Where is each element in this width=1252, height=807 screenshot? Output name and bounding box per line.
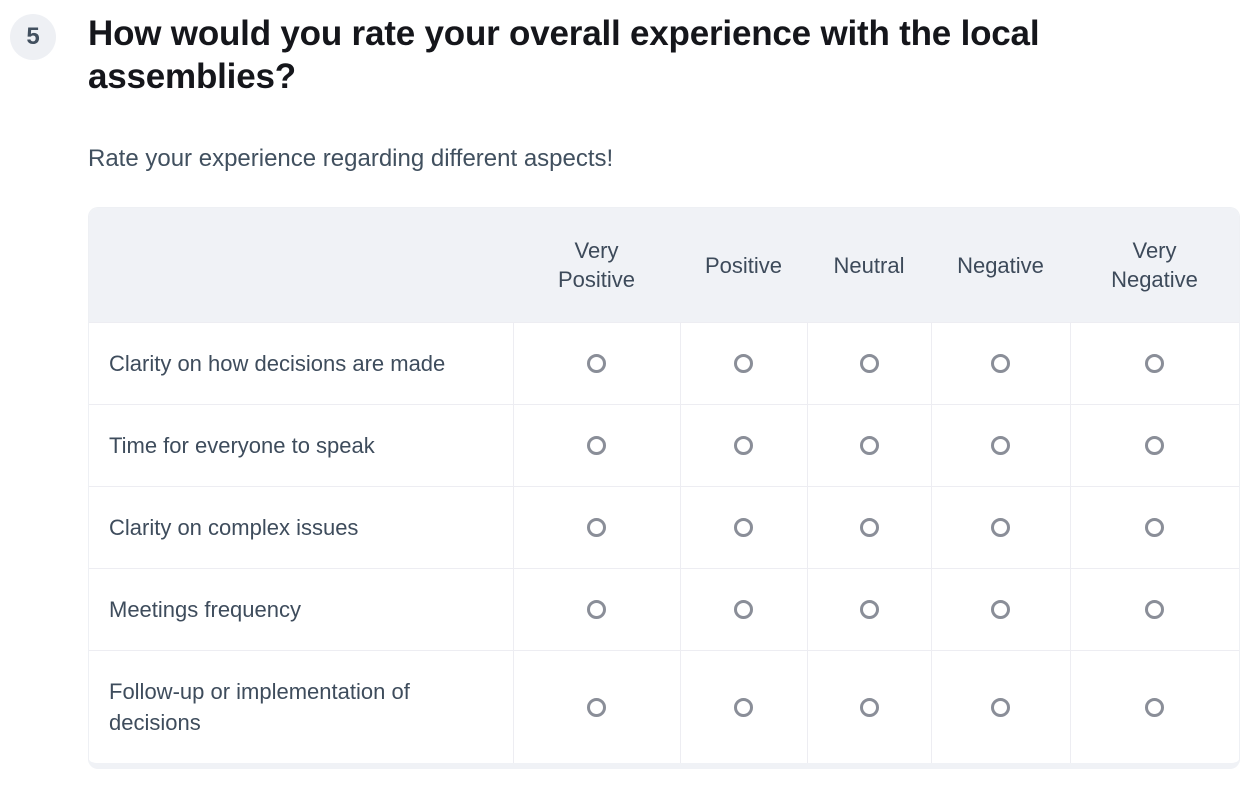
row-label: Clarity on how decisions are made xyxy=(89,322,513,405)
matrix-row-complex-issues: Clarity on complex issues xyxy=(89,486,1239,569)
radio-row5-very-positive[interactable] xyxy=(587,697,606,717)
row-label: Meetings frequency xyxy=(89,568,513,651)
radio-row3-negative[interactable] xyxy=(991,518,1010,537)
radio-row1-negative[interactable] xyxy=(991,354,1010,373)
radio-row4-very-negative[interactable] xyxy=(1145,600,1165,619)
radio-row3-positive[interactable] xyxy=(734,518,753,537)
radio-row4-positive[interactable] xyxy=(734,600,753,619)
radio-row3-very-positive[interactable] xyxy=(587,518,606,537)
radio-row1-neutral[interactable] xyxy=(859,354,879,373)
radio-row1-very-negative[interactable] xyxy=(1145,354,1165,373)
matrix-row-meetings-frequency: Meetings frequency xyxy=(89,568,1239,651)
radio-row3-very-negative[interactable] xyxy=(1145,518,1165,537)
rating-matrix: Very Positive Positive Neutral Negative … xyxy=(88,207,1240,769)
radio-row2-neutral[interactable] xyxy=(859,436,879,455)
matrix-corner-cell xyxy=(89,208,513,323)
column-header-positive: Positive xyxy=(680,208,807,323)
row-label: Follow-up or implementation of decisions xyxy=(89,650,513,763)
radio-row5-neutral[interactable] xyxy=(859,697,879,717)
radio-row1-positive[interactable] xyxy=(734,354,753,373)
radio-row5-negative[interactable] xyxy=(991,697,1010,717)
radio-row1-very-positive[interactable] xyxy=(587,354,606,373)
radio-row2-very-negative[interactable] xyxy=(1145,436,1165,455)
radio-row4-neutral[interactable] xyxy=(859,600,879,619)
column-header-very-positive: Very Positive xyxy=(513,208,680,323)
matrix-row-time-to-speak: Time for everyone to speak xyxy=(89,404,1239,487)
matrix-header-row: Very Positive Positive Neutral Negative … xyxy=(89,208,1239,323)
matrix-row-follow-up: Follow-up or implementation of decisions xyxy=(89,650,1239,763)
question-subtitle: Rate your experience regarding different… xyxy=(88,145,614,172)
radio-row2-positive[interactable] xyxy=(734,436,753,455)
column-header-very-negative: Very Negative xyxy=(1070,208,1239,323)
radio-row3-neutral[interactable] xyxy=(859,518,879,537)
radio-row2-very-positive[interactable] xyxy=(587,436,606,455)
row-label: Clarity on complex issues xyxy=(89,486,513,569)
question-header: 5 How would you rate your overall experi… xyxy=(10,10,1240,98)
radio-row5-positive[interactable] xyxy=(734,697,753,717)
column-header-negative: Negative xyxy=(931,208,1070,323)
radio-row2-negative[interactable] xyxy=(991,436,1010,455)
row-label: Time for everyone to speak xyxy=(89,404,513,487)
rating-matrix-table: Very Positive Positive Neutral Negative … xyxy=(89,208,1239,763)
radio-row5-very-negative[interactable] xyxy=(1145,697,1165,717)
radio-row4-negative[interactable] xyxy=(991,600,1010,619)
column-header-neutral: Neutral xyxy=(807,208,931,323)
question-number-badge: 5 xyxy=(10,14,56,60)
radio-row4-very-positive[interactable] xyxy=(587,600,606,619)
question-title: How would you rate your overall experien… xyxy=(88,14,1040,96)
matrix-row-clarity-decisions: Clarity on how decisions are made xyxy=(89,322,1239,405)
